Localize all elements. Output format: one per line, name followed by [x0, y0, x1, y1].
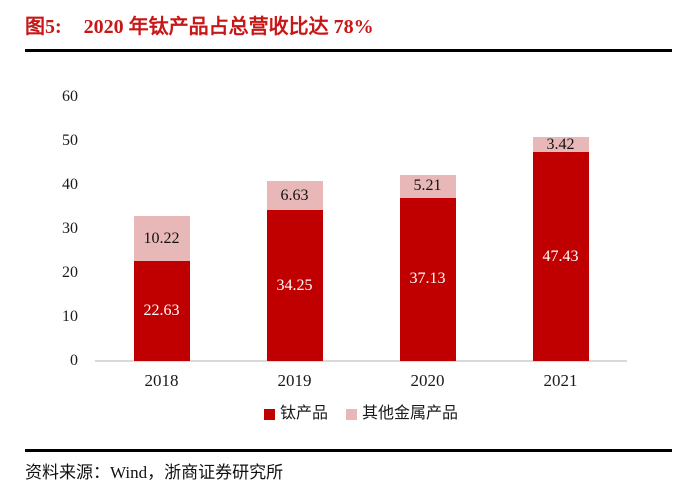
bar-2019-titanium: 34.25 [266, 210, 323, 361]
bar-value-label: 10.22 [143, 229, 180, 247]
bar-2018-titanium: 22.63 [133, 261, 190, 361]
figure-header: 图5: 2020 年钛产品占总营收比达 78% [25, 10, 665, 39]
bar-value-label: 5.21 [413, 177, 442, 195]
y-tick-label: 30 [62, 220, 78, 237]
bar-value-label: 37.13 [409, 270, 446, 288]
bar-2018-other-metal: 10.22 [133, 216, 190, 262]
x-tick-label-2018: 2018 [144, 371, 179, 390]
bar-2020-titanium: 37.13 [399, 197, 456, 361]
figure-number: 图5: [25, 16, 62, 38]
bar-value-label: 3.42 [546, 135, 575, 153]
legend-swatch-icon [263, 408, 275, 420]
bar-value-label: 22.63 [143, 302, 180, 320]
bar-2019-other-metal: 6.63 [266, 181, 323, 211]
source-note: 资料来源：Wind，浙商证券研究所 [25, 463, 284, 482]
bar-value-label: 47.43 [542, 247, 579, 265]
bar-2021-titanium: 47.43 [532, 152, 589, 361]
legend-label: 其他金属产品 [362, 405, 459, 422]
chart-legend: 钛产品 其他金属产品 [95, 403, 627, 425]
x-axis-line [95, 360, 627, 362]
bar-value-label: 6.63 [280, 186, 309, 204]
y-tick-label: 60 [62, 88, 78, 105]
x-tick-label-2019: 2019 [277, 371, 312, 390]
bar-2021-other-metal: 3.42 [532, 135, 589, 153]
x-tick-label-2021: 2021 [543, 371, 578, 390]
legend-item-other-metal: 其他金属产品 [346, 406, 458, 422]
title-divider [25, 49, 672, 52]
y-tick-label: 20 [62, 264, 78, 281]
y-tick-label: 50 [62, 132, 78, 149]
bar-value-label: 34.25 [276, 276, 313, 294]
legend-item-titanium: 钛产品 [263, 405, 328, 422]
footer-divider [25, 449, 672, 452]
y-tick-label: 0 [70, 352, 78, 369]
legend-label: 钛产品 [279, 405, 328, 422]
bar-2020-other-metal: 5.21 [399, 174, 456, 198]
y-tick-label: 40 [62, 176, 78, 193]
legend-swatch-icon [346, 408, 357, 420]
figure-title: 2020 年钛产品占总营收比达 78% [83, 16, 374, 38]
y-tick-label: 10 [62, 308, 78, 325]
x-tick-label-2020: 2020 [410, 371, 445, 390]
